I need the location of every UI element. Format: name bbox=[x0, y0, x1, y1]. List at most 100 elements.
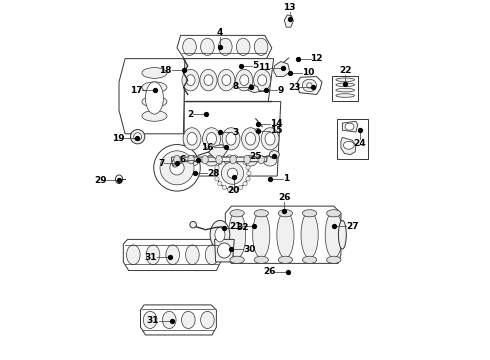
Ellipse shape bbox=[206, 132, 217, 145]
Ellipse shape bbox=[130, 130, 145, 144]
Text: 7: 7 bbox=[158, 159, 165, 168]
Ellipse shape bbox=[190, 221, 196, 228]
Ellipse shape bbox=[227, 168, 238, 178]
Polygon shape bbox=[343, 121, 358, 132]
Text: 5: 5 bbox=[252, 61, 258, 70]
Text: 8: 8 bbox=[233, 82, 239, 91]
Ellipse shape bbox=[263, 155, 277, 166]
Ellipse shape bbox=[224, 155, 238, 166]
Ellipse shape bbox=[185, 155, 199, 166]
Ellipse shape bbox=[226, 132, 236, 145]
Ellipse shape bbox=[339, 220, 346, 249]
Ellipse shape bbox=[221, 162, 244, 184]
Ellipse shape bbox=[233, 187, 238, 192]
Ellipse shape bbox=[327, 256, 341, 264]
Ellipse shape bbox=[222, 128, 240, 150]
Ellipse shape bbox=[307, 83, 312, 88]
Ellipse shape bbox=[142, 68, 167, 78]
Text: 31: 31 bbox=[147, 316, 159, 325]
Polygon shape bbox=[184, 102, 281, 176]
Ellipse shape bbox=[216, 155, 222, 164]
Ellipse shape bbox=[239, 157, 243, 161]
Text: 24: 24 bbox=[353, 139, 366, 148]
Ellipse shape bbox=[301, 211, 318, 258]
Ellipse shape bbox=[183, 128, 201, 150]
Ellipse shape bbox=[255, 129, 260, 132]
Ellipse shape bbox=[343, 141, 354, 149]
Text: 29: 29 bbox=[94, 176, 106, 185]
Ellipse shape bbox=[239, 185, 243, 190]
Ellipse shape bbox=[188, 155, 194, 164]
Ellipse shape bbox=[174, 155, 180, 164]
Ellipse shape bbox=[345, 123, 354, 130]
Ellipse shape bbox=[146, 82, 163, 114]
Ellipse shape bbox=[182, 69, 199, 91]
Ellipse shape bbox=[254, 256, 269, 264]
Text: 30: 30 bbox=[243, 244, 256, 253]
Ellipse shape bbox=[170, 161, 184, 175]
Ellipse shape bbox=[236, 69, 253, 91]
Text: 14: 14 bbox=[270, 119, 283, 128]
Ellipse shape bbox=[243, 181, 247, 186]
Ellipse shape bbox=[230, 256, 245, 264]
Text: 26: 26 bbox=[263, 267, 275, 276]
Polygon shape bbox=[341, 138, 356, 154]
Text: 25: 25 bbox=[249, 152, 262, 161]
Ellipse shape bbox=[243, 161, 247, 165]
Ellipse shape bbox=[240, 75, 249, 85]
Ellipse shape bbox=[200, 311, 214, 329]
Ellipse shape bbox=[302, 256, 317, 264]
Ellipse shape bbox=[222, 75, 231, 85]
Ellipse shape bbox=[126, 245, 140, 265]
Bar bbox=[332, 76, 359, 101]
Ellipse shape bbox=[222, 157, 226, 161]
Ellipse shape bbox=[246, 177, 250, 181]
Ellipse shape bbox=[142, 82, 167, 93]
Polygon shape bbox=[172, 157, 267, 162]
Ellipse shape bbox=[258, 75, 267, 85]
Ellipse shape bbox=[277, 211, 294, 258]
Ellipse shape bbox=[183, 38, 196, 55]
Polygon shape bbox=[119, 59, 185, 134]
Ellipse shape bbox=[163, 311, 176, 329]
Text: 2: 2 bbox=[187, 110, 193, 119]
Ellipse shape bbox=[218, 161, 222, 165]
Ellipse shape bbox=[218, 69, 235, 91]
Text: 32: 32 bbox=[236, 223, 248, 232]
Text: 13: 13 bbox=[284, 3, 296, 12]
Ellipse shape bbox=[270, 150, 279, 158]
Ellipse shape bbox=[233, 155, 238, 159]
Ellipse shape bbox=[246, 165, 250, 170]
Text: 22: 22 bbox=[339, 66, 351, 75]
Text: 3: 3 bbox=[232, 127, 239, 136]
Ellipse shape bbox=[186, 245, 199, 265]
Text: 6: 6 bbox=[180, 155, 186, 164]
Ellipse shape bbox=[336, 83, 355, 86]
Ellipse shape bbox=[154, 145, 200, 191]
Ellipse shape bbox=[236, 38, 250, 55]
Text: 20: 20 bbox=[227, 186, 240, 195]
Ellipse shape bbox=[253, 211, 270, 258]
Ellipse shape bbox=[215, 165, 219, 170]
Polygon shape bbox=[215, 239, 234, 262]
Ellipse shape bbox=[258, 155, 264, 164]
Ellipse shape bbox=[227, 187, 232, 192]
Polygon shape bbox=[184, 59, 273, 102]
Ellipse shape bbox=[204, 75, 213, 85]
Ellipse shape bbox=[227, 155, 232, 159]
Text: 23: 23 bbox=[288, 83, 300, 92]
Polygon shape bbox=[141, 305, 217, 335]
Ellipse shape bbox=[200, 69, 217, 91]
Ellipse shape bbox=[222, 185, 226, 190]
Text: 21: 21 bbox=[230, 222, 242, 231]
Polygon shape bbox=[208, 145, 228, 159]
Ellipse shape bbox=[215, 177, 219, 181]
Ellipse shape bbox=[142, 96, 167, 107]
Ellipse shape bbox=[247, 171, 251, 175]
Text: 17: 17 bbox=[130, 86, 142, 95]
Polygon shape bbox=[273, 62, 290, 77]
Ellipse shape bbox=[202, 155, 208, 164]
Text: 15: 15 bbox=[270, 126, 283, 135]
Text: 31: 31 bbox=[145, 253, 157, 262]
Text: 28: 28 bbox=[207, 169, 220, 178]
